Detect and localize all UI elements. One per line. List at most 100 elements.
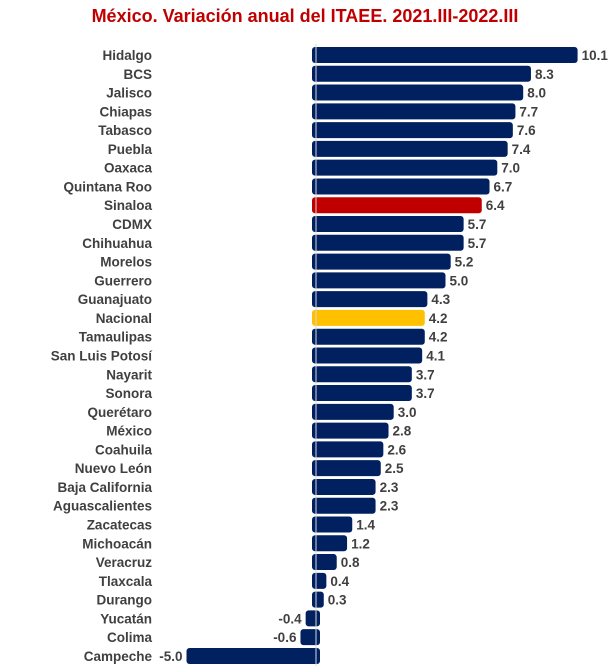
value-label: -5.0 bbox=[159, 649, 182, 664]
category-label: Jalisco bbox=[106, 86, 152, 101]
category-label: Hidalgo bbox=[103, 48, 153, 63]
bar-Chihuahua bbox=[312, 234, 464, 251]
category-label: Tabasco bbox=[98, 123, 152, 138]
chart-title: México. Variación anual del ITAEE. 2021.… bbox=[91, 6, 519, 26]
value-label: 5.7 bbox=[468, 217, 487, 232]
bar-Nacional bbox=[312, 309, 425, 326]
bar-Chiapas bbox=[312, 103, 516, 120]
category-label: Sonora bbox=[105, 386, 152, 401]
bar-Querétaro bbox=[312, 403, 394, 420]
category-label: Yucatán bbox=[100, 611, 152, 626]
value-label: -0.6 bbox=[273, 630, 297, 645]
bar-Michoacán bbox=[312, 535, 348, 552]
value-label: 7.4 bbox=[512, 142, 531, 157]
category-label: BCS bbox=[123, 67, 152, 82]
bar-Campeche bbox=[186, 647, 320, 664]
category-label: Tamaulipas bbox=[79, 330, 152, 345]
category-label: Puebla bbox=[108, 142, 153, 157]
value-label: 5.2 bbox=[455, 255, 474, 270]
value-label: 2.5 bbox=[385, 461, 404, 476]
bar-BCS bbox=[312, 65, 531, 82]
bar-Morelos bbox=[312, 253, 451, 270]
value-label: 8.0 bbox=[527, 86, 546, 101]
bar-Oaxaca bbox=[312, 159, 498, 176]
category-label: Veracruz bbox=[96, 555, 153, 570]
value-label: 7.6 bbox=[517, 123, 536, 138]
value-label: 7.7 bbox=[519, 104, 538, 119]
value-label: 3.7 bbox=[416, 367, 435, 382]
category-label: Sinaloa bbox=[104, 198, 153, 213]
bar-Nuevo León bbox=[312, 460, 381, 477]
value-label: 4.1 bbox=[426, 348, 445, 363]
category-label: Colima bbox=[107, 630, 153, 645]
bar-Puebla bbox=[312, 140, 508, 157]
category-label: Coahuila bbox=[95, 442, 152, 457]
value-label: 6.7 bbox=[494, 179, 513, 194]
value-label: 0.3 bbox=[328, 593, 347, 608]
category-label: Chihuahua bbox=[82, 236, 152, 251]
bar-CDMX bbox=[312, 216, 464, 233]
value-label: 0.4 bbox=[330, 574, 349, 589]
value-label: 2.6 bbox=[387, 442, 406, 457]
category-label: Morelos bbox=[100, 255, 152, 270]
category-label: México bbox=[106, 424, 152, 439]
bar-Guanajuato bbox=[312, 291, 428, 308]
value-label: 0.8 bbox=[341, 555, 360, 570]
value-label: 5.7 bbox=[468, 236, 487, 251]
value-label: -0.4 bbox=[278, 611, 302, 626]
value-label: 6.4 bbox=[486, 198, 505, 213]
bar-Colima bbox=[300, 629, 320, 646]
category-label: Zacatecas bbox=[87, 518, 152, 533]
category-label: Nayarit bbox=[106, 367, 152, 382]
category-label: Michoacán bbox=[82, 536, 152, 551]
category-label: Tlaxcala bbox=[99, 574, 153, 589]
category-label: Baja California bbox=[57, 480, 152, 495]
value-label: 3.0 bbox=[398, 405, 417, 420]
value-label: 8.3 bbox=[535, 67, 554, 82]
category-label: Nacional bbox=[96, 311, 152, 326]
bar-Aguascalientes bbox=[312, 497, 376, 514]
category-label: Campeche bbox=[84, 649, 153, 664]
bar-Baja California bbox=[312, 478, 376, 495]
category-label: San Luis Potosí bbox=[51, 348, 154, 363]
category-label: Chiapas bbox=[99, 104, 152, 119]
value-label: 1.4 bbox=[356, 518, 375, 533]
value-label: 4.2 bbox=[429, 330, 448, 345]
bar-Yucatán bbox=[305, 610, 320, 627]
category-label: Nuevo León bbox=[75, 461, 152, 476]
bar-Hidalgo bbox=[312, 47, 578, 63]
bar-Coahuila bbox=[312, 441, 384, 458]
bar-Tabasco bbox=[312, 122, 513, 139]
category-label: Quintana Roo bbox=[64, 179, 153, 194]
category-label: Aguascalientes bbox=[53, 499, 152, 514]
category-label: Durango bbox=[97, 593, 153, 608]
category-label: Querétaro bbox=[87, 405, 152, 420]
bar-Quintana Roo bbox=[312, 178, 490, 195]
value-label: 2.8 bbox=[393, 424, 412, 439]
bar-Guerrero bbox=[312, 272, 446, 289]
category-label: Oaxaca bbox=[104, 161, 153, 176]
bar-Durango bbox=[312, 591, 324, 608]
bar-San Luis Potosí bbox=[312, 347, 423, 364]
value-label: 2.3 bbox=[380, 499, 399, 514]
category-label: Guanajuato bbox=[78, 292, 152, 307]
bar-México bbox=[312, 422, 389, 439]
bar-Nayarit bbox=[312, 366, 412, 383]
value-label: 3.7 bbox=[416, 386, 435, 401]
bar-Zacatecas bbox=[312, 516, 353, 533]
category-label: Guerrero bbox=[94, 273, 152, 288]
bar-Sonora bbox=[312, 385, 412, 402]
bar-Veracruz bbox=[312, 554, 337, 571]
category-label: CDMX bbox=[112, 217, 152, 232]
value-label: 5.0 bbox=[450, 273, 469, 288]
value-label: 2.3 bbox=[380, 480, 399, 495]
bar-Sinaloa bbox=[312, 197, 482, 214]
value-label: 1.2 bbox=[351, 536, 370, 551]
value-label: 10.1 bbox=[582, 48, 609, 63]
value-label: 4.2 bbox=[429, 311, 448, 326]
value-label: 4.3 bbox=[431, 292, 450, 307]
bar-Jalisco bbox=[312, 84, 524, 101]
value-label: 7.0 bbox=[501, 161, 520, 176]
bar-Tamaulipas bbox=[312, 328, 425, 345]
